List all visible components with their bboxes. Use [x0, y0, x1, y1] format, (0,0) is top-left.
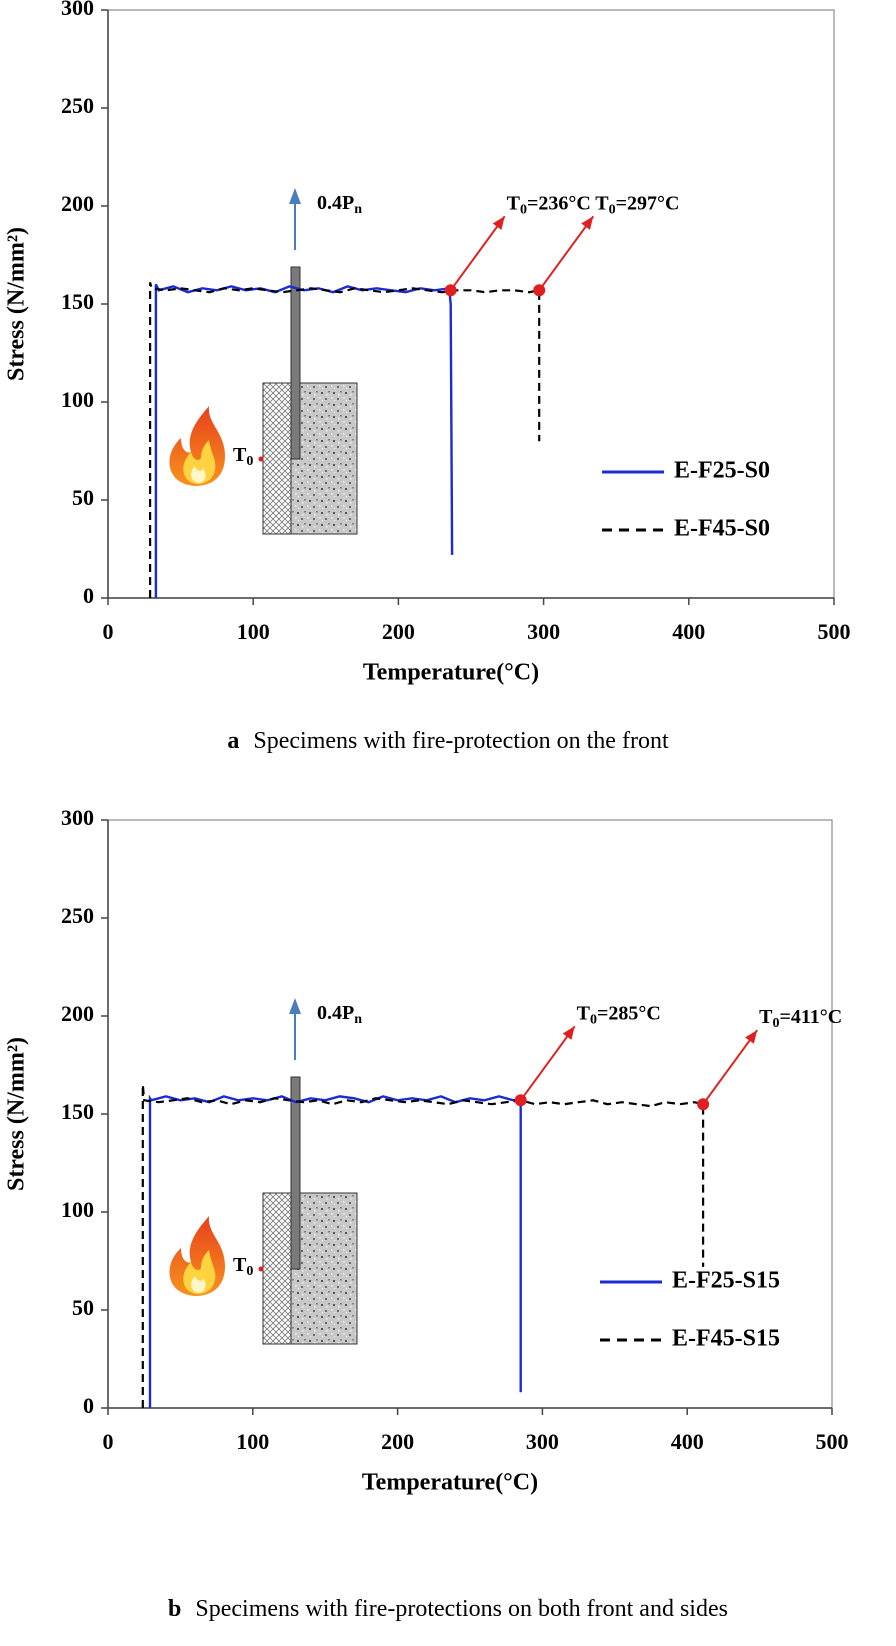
series-line: [148, 1094, 522, 1408]
y-tick-label: 0: [83, 583, 94, 608]
annotation-point: [444, 284, 457, 297]
caption: a Specimens with fire-protection on the f…: [227, 728, 669, 754]
x-tick-label: 300: [527, 619, 560, 644]
series-line: [141, 1084, 705, 1408]
annotation-point: [533, 284, 546, 297]
load-arrowhead: [289, 998, 301, 1014]
caption-text: Specimens with fire-protection on the fr…: [253, 728, 669, 754]
x-tick-label: 500: [816, 1429, 849, 1454]
x-tick-label: 200: [382, 619, 415, 644]
annotation-label: T0=411°C: [759, 1006, 842, 1032]
annotation-arrowhead: [492, 216, 505, 230]
x-axis-label: Temperature(°C): [363, 660, 539, 686]
caption: b Specimens with fire-protections on both…: [168, 1596, 728, 1622]
annotation-arrowhead: [745, 1030, 758, 1044]
annotation-arrowhead: [562, 1026, 575, 1040]
y-axis-label: Stress (N/mm²): [4, 227, 30, 381]
annotation-label: T0=297°C: [595, 192, 679, 218]
sensor-label: T0: [233, 444, 253, 470]
steel-bar: [290, 266, 301, 460]
concrete-block: [290, 382, 358, 535]
annotation-arrow: [519, 1025, 576, 1101]
caption-label: b: [168, 1596, 181, 1622]
legend-label: E-F45-S0: [674, 516, 770, 542]
annotation-label: T0=285°C: [577, 1002, 661, 1028]
x-tick-label: 200: [381, 1429, 414, 1454]
y-tick-label: 300: [61, 0, 94, 20]
y-tick-label: 200: [61, 191, 94, 216]
caption-label: a: [227, 728, 239, 754]
annotation-arrow: [702, 1029, 758, 1105]
load-label: 0.4Pn: [317, 1002, 362, 1028]
annotation-point: [514, 1094, 527, 1107]
y-tick-label: 100: [61, 387, 94, 412]
sensor-point: [258, 456, 264, 462]
x-tick-label: 0: [103, 619, 114, 644]
legend-label: E-F45-S15: [672, 1326, 780, 1352]
x-tick-label: 100: [237, 619, 270, 644]
series-line: [149, 282, 541, 598]
fire-icon: [169, 406, 225, 486]
annotation-arrow: [449, 215, 506, 291]
y-tick-label: 250: [61, 93, 94, 118]
x-tick-label: 400: [671, 1429, 704, 1454]
load-arrowhead: [289, 188, 301, 204]
caption-text: Specimens with fire-protections on both …: [195, 1596, 728, 1622]
y-tick-label: 150: [61, 1099, 94, 1124]
y-tick-label: 200: [61, 1001, 94, 1026]
y-tick-label: 150: [61, 289, 94, 314]
plot-frame: [107, 9, 835, 599]
y-tick-label: 50: [72, 1295, 94, 1320]
x-tick-label: 300: [526, 1429, 559, 1454]
x-axis-label: Temperature(°C): [362, 1470, 538, 1496]
y-tick-label: 100: [61, 1197, 94, 1222]
steel-bar: [290, 1076, 301, 1270]
fire-icon: [169, 1216, 225, 1296]
legend-label: E-F25-S15: [672, 1268, 780, 1294]
x-tick-label: 400: [672, 619, 705, 644]
x-tick-label: 500: [818, 619, 851, 644]
annotation-label: T0=236°C: [507, 192, 591, 218]
annotation-point: [697, 1098, 710, 1111]
y-axis-label: Stress (N/mm²): [4, 1037, 30, 1191]
y-tick-label: 50: [72, 485, 94, 510]
legend-label: E-F25-S0: [674, 458, 770, 484]
annotation-arrow: [538, 215, 595, 291]
protection-layer: [262, 1192, 292, 1345]
y-tick-label: 250: [61, 903, 94, 928]
concrete-block: [290, 1192, 358, 1345]
y-tick-label: 300: [61, 805, 94, 830]
load-label: 0.4Pn: [317, 192, 362, 218]
sensor-label: T0: [233, 1254, 253, 1280]
x-tick-label: 100: [236, 1429, 269, 1454]
y-tick-label: 0: [83, 1393, 94, 1418]
sensor-point: [258, 1266, 264, 1272]
x-tick-label: 0: [103, 1429, 114, 1454]
annotation-arrowhead: [581, 216, 594, 230]
plot-frame: [107, 819, 833, 1409]
protection-layer: [262, 382, 292, 535]
